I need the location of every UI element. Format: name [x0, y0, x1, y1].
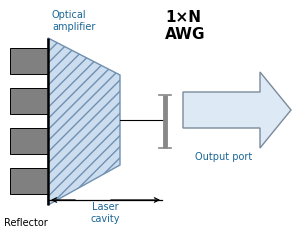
Text: 1×N
AWG: 1×N AWG: [165, 10, 206, 42]
Bar: [10, 88, 48, 114]
Text: Reflector: Reflector: [4, 218, 48, 228]
Text: Output port: Output port: [195, 152, 252, 162]
Bar: [10, 128, 48, 154]
Text: Laser
cavity: Laser cavity: [90, 202, 120, 223]
Bar: [10, 48, 48, 74]
Text: Optical
amplifier: Optical amplifier: [52, 10, 95, 32]
Polygon shape: [183, 72, 291, 148]
Bar: [10, 168, 48, 194]
Polygon shape: [48, 38, 120, 205]
